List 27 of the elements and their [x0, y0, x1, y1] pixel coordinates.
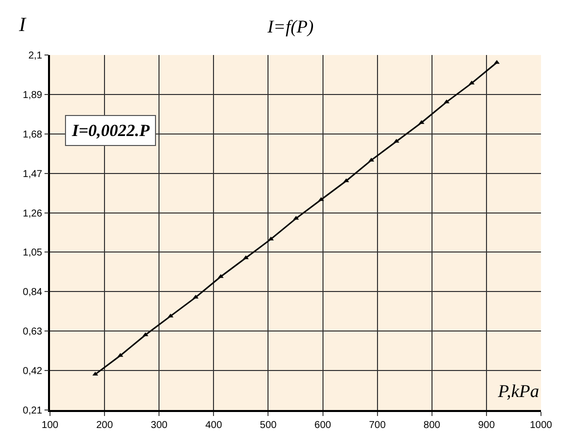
y-tick-label: 1,89	[22, 90, 43, 101]
y-tick-label: 1,26	[22, 208, 43, 220]
y-tick-label: 0,21	[22, 406, 43, 416]
x-tick-label: 200	[96, 420, 114, 431]
annotation: I=0,0022.P	[71, 121, 150, 140]
x-tick-label: 900	[478, 420, 496, 431]
x-tick-label: 600	[314, 420, 332, 431]
x-tick-label: 700	[368, 420, 386, 431]
y-axis-title: I	[18, 14, 27, 36]
y-tick-label: 1,68	[22, 129, 43, 140]
x-tick-label: 400	[205, 420, 222, 431]
y-tick-label: 1,47	[22, 168, 43, 180]
point	[142, 332, 148, 336]
y-tick-label: 0,63	[22, 326, 43, 338]
x-tick-label: 300	[150, 420, 168, 431]
point	[394, 138, 400, 143]
chart-title: I=f(P)	[266, 16, 314, 37]
x-tick-label: 1000	[530, 420, 553, 431]
y-tick-label: 0,84	[22, 287, 43, 298]
x-axis-title: P,kPa	[497, 381, 540, 401]
x-tick-label: 500	[260, 420, 277, 431]
point	[293, 216, 299, 220]
y-tick-label: 1,05	[22, 248, 43, 259]
y-tick-label: 2,1	[28, 50, 43, 62]
y-tick-label: 0,42	[22, 366, 43, 378]
x-tick-label: 800	[424, 420, 441, 431]
x-tick-label: 100	[42, 420, 59, 431]
